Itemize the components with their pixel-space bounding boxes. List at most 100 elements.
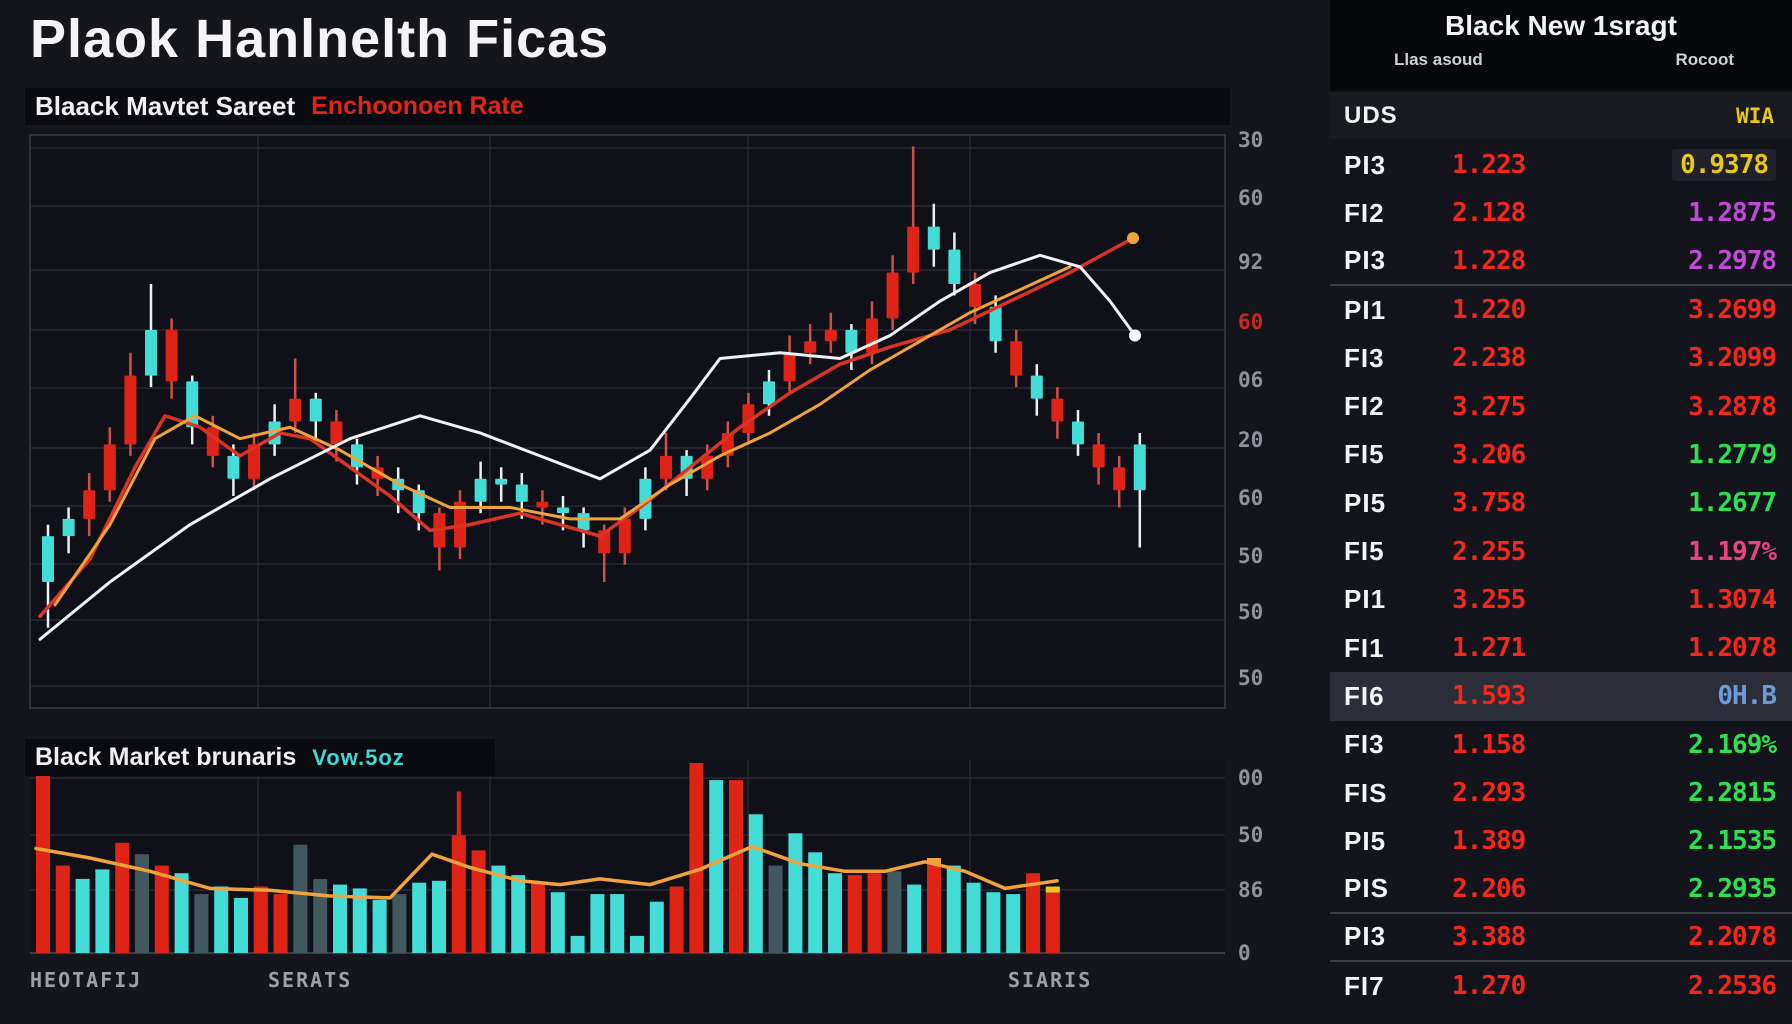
volume-bar (253, 886, 268, 953)
watchlist-index-row[interactable]: UDS WIA (1330, 93, 1792, 139)
last-value: 3.255 (1452, 584, 1526, 615)
volume-bar (946, 865, 961, 953)
x-axis-label: SERATS (268, 968, 353, 992)
watchlist-row[interactable]: FI6 1.593 0H.B (1330, 672, 1792, 721)
volume-bar (1006, 894, 1021, 953)
change-value: 2.1535 (1688, 826, 1777, 857)
candle-body (783, 352, 796, 382)
volume-bar (986, 892, 1001, 953)
watchlist-row[interactable]: PI5 3.758 1.2677 (1330, 479, 1792, 527)
candle-body (948, 249, 961, 284)
instrument-code: FI2 (1344, 197, 1385, 228)
candle-body (165, 329, 178, 382)
white-ma-end-dot (1129, 329, 1141, 342)
price-y-tick: 92 (1238, 250, 1264, 274)
watchlist-row[interactable]: PI1 3.255 1.3074 (1330, 576, 1792, 624)
volume-bar (392, 894, 407, 953)
volume-bar (550, 892, 565, 953)
watchlist-row[interactable]: PI3 1.223 0.9378 (1330, 141, 1792, 189)
change-value: 1.2677 (1688, 488, 1777, 519)
watchlist-row[interactable]: PI3 1.228 2.2978 (1330, 238, 1792, 286)
volume-bar-cap (1045, 886, 1060, 893)
volume-bar (75, 878, 90, 953)
red-ma-line (38, 236, 1135, 619)
instrument-code: PI3 (1344, 921, 1387, 952)
last-value: 3.275 (1452, 391, 1526, 422)
instrument-code: PI5 (1344, 487, 1387, 518)
candle-body (248, 444, 260, 479)
volume-bar (867, 873, 882, 953)
watchlist-rows: PI3 1.223 0.9378 FI2 2.128 1.2875 PI3 1.228 2.29… (1330, 141, 1792, 1010)
volume-bar (610, 894, 625, 953)
change-value: 2.2978 (1688, 245, 1777, 276)
candle-body (866, 318, 878, 353)
watchlist-row[interactable]: FI2 3.275 3.2878 (1330, 382, 1792, 430)
candle-body (639, 478, 652, 519)
instrument-code: FI2 (1344, 391, 1385, 422)
candle-body (62, 518, 75, 537)
watchlist-row[interactable]: FI1 1.271 1.2078 (1330, 624, 1792, 672)
watchlist-row[interactable]: PIS 2.206 2.2935 (1330, 865, 1792, 914)
change-value: 1.2875 (1688, 198, 1777, 229)
price-chart-header: Blaack Mavtet Sareet Enchoonoen Rate (25, 88, 1230, 125)
volume-bar (748, 814, 763, 953)
volume-bar (1045, 886, 1060, 953)
watchlist-row[interactable]: FI3 1.158 2.169% (1330, 721, 1792, 769)
volume-bar (590, 894, 605, 953)
change-value: 1.3074 (1688, 584, 1777, 615)
last-value: 2.128 (1452, 198, 1526, 229)
volume-y-tick: 50 (1238, 823, 1264, 847)
candle-body (227, 455, 240, 479)
volume-bar (689, 763, 704, 953)
candle-body (289, 398, 302, 422)
instrument-code: PIS (1344, 873, 1389, 904)
volume-bar (649, 901, 664, 953)
instrument-code: FI1 (1344, 632, 1385, 663)
index-value: WIA (1736, 104, 1774, 128)
volume-bar (927, 858, 941, 953)
candle-body (83, 490, 96, 519)
instrument-code: FIS (1344, 777, 1388, 808)
watchlist-row[interactable]: PI3 3.388 2.2078 (1330, 914, 1792, 963)
watchlist-row[interactable]: FI7 1.270 2.2536 (1330, 962, 1792, 1010)
change-value: 1.2779 (1688, 439, 1777, 470)
last-value: 1.389 (1452, 826, 1526, 857)
volume-bar (669, 886, 684, 953)
last-value: 1.223 (1452, 150, 1526, 181)
watchlist-panel: Black New 1sragt Llas asoud Rocoot UDS W… (1330, 0, 1792, 1024)
watchlist-row[interactable]: FI5 3.206 1.2779 (1330, 431, 1792, 479)
volume-bar (630, 935, 644, 953)
volume-bar (531, 882, 545, 953)
price-chart-subtitle: Enchoonoen Rate (311, 92, 524, 120)
watchlist-column-headers: Llas asoud Rocoot (1330, 42, 1792, 70)
candle-body (824, 329, 837, 342)
volume-bar (313, 878, 328, 953)
volume-bar (966, 882, 981, 953)
last-value: 1.270 (1452, 971, 1526, 1002)
watchlist-row[interactable]: FI3 2.238 3.2099 (1330, 334, 1792, 382)
change-value: 2.2935 (1688, 873, 1777, 904)
candle-body (804, 341, 817, 353)
price-y-tick: 50 (1238, 600, 1264, 624)
candle-body (124, 375, 137, 445)
volume-bar (95, 869, 110, 953)
volume-ma-line (34, 844, 1059, 900)
candle-body (1051, 398, 1064, 422)
last-value: 2.293 (1452, 778, 1526, 808)
price-y-tick: 30 (1238, 128, 1264, 152)
last-value: 3.206 (1452, 439, 1526, 470)
price-y-tick: 50 (1238, 544, 1264, 568)
watchlist-row[interactable]: FI2 2.128 1.2875 (1330, 189, 1792, 237)
watchlist-title: Black New 1sragt (1445, 10, 1677, 41)
instrument-code: FI3 (1344, 342, 1385, 373)
volume-bar (491, 865, 506, 953)
volume-bar (234, 897, 248, 953)
volume-bar (214, 886, 229, 953)
watchlist-row[interactable]: PI5 1.389 2.1535 (1330, 817, 1792, 865)
watchlist-row[interactable]: FIS 2.293 2.2815 (1330, 769, 1792, 817)
candle-body (330, 421, 343, 445)
watchlist-row[interactable]: PI1 1.220 3.2699 (1330, 286, 1792, 334)
change-value: 2.2078 (1688, 921, 1777, 952)
watchlist-row[interactable]: FI5 2.255 1.197% (1330, 527, 1792, 575)
